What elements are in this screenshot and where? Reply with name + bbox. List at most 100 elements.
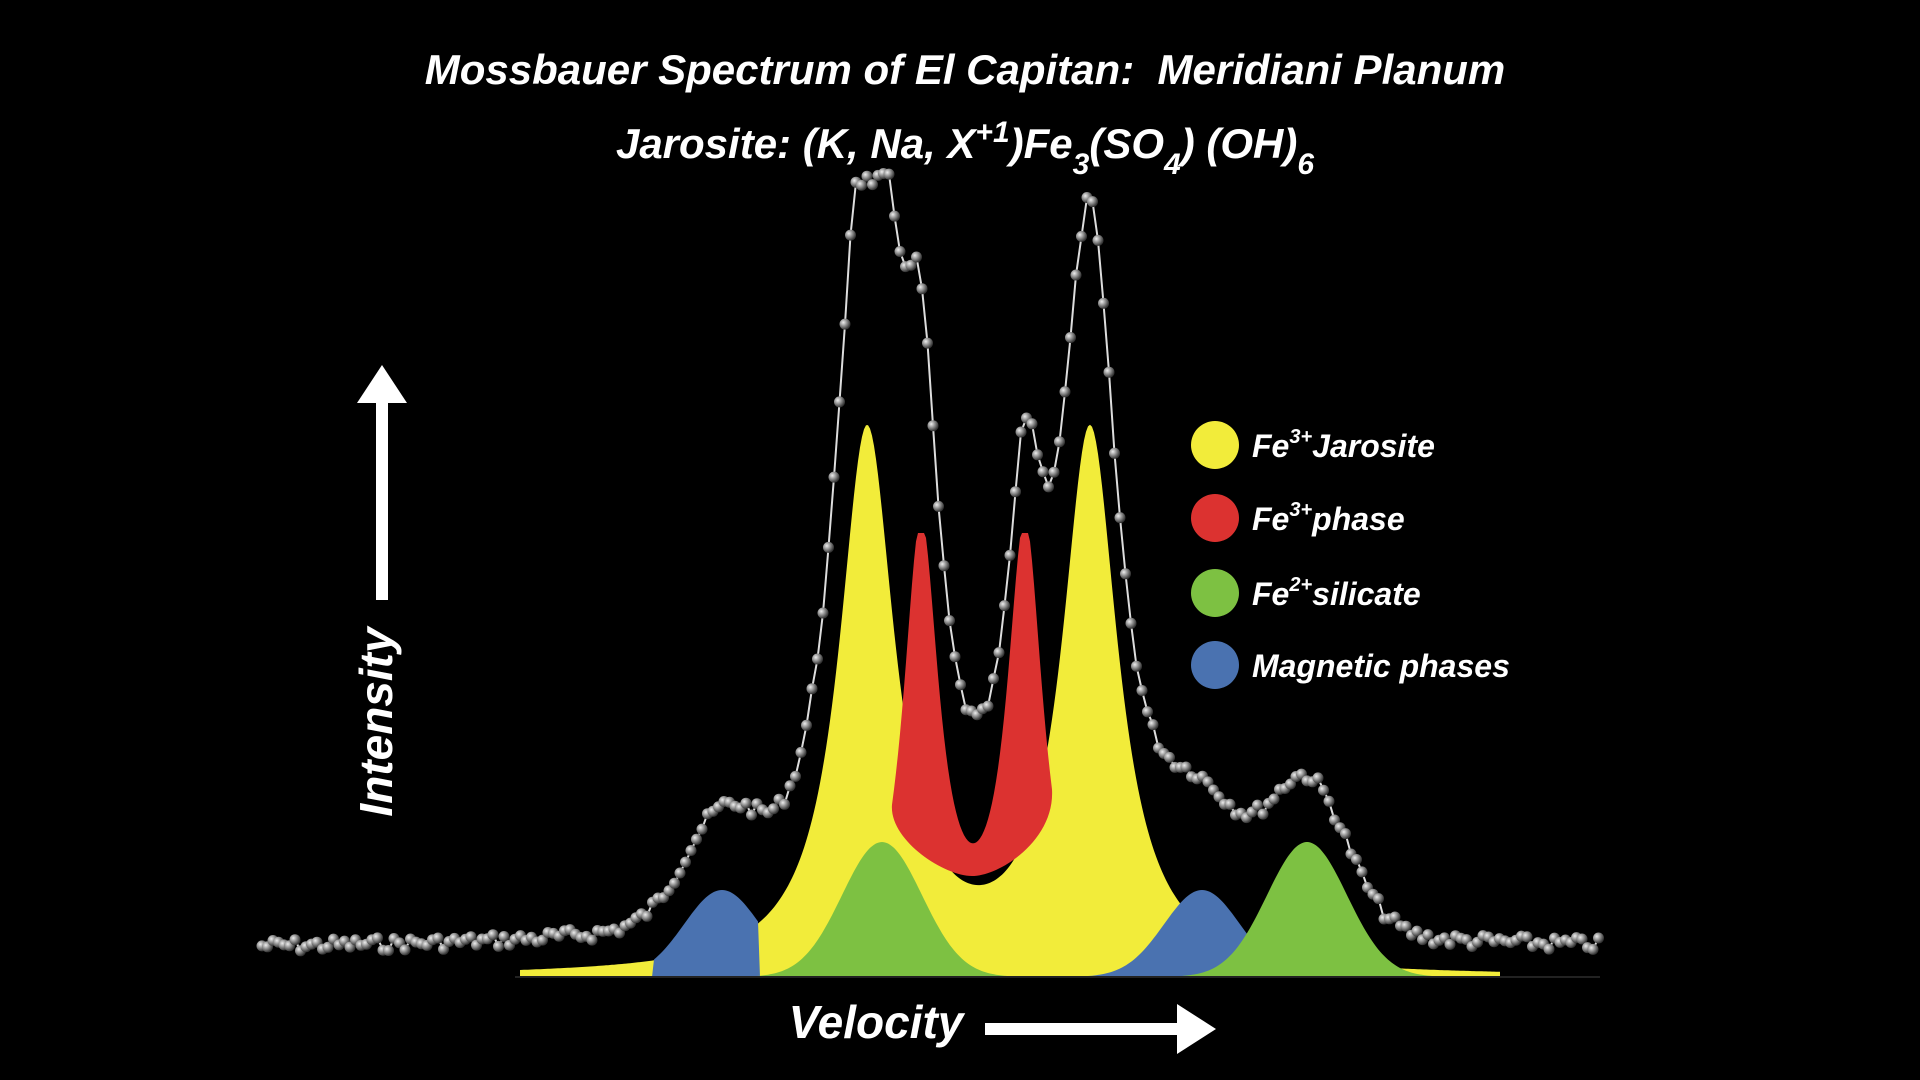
spectrum-dot [817,607,829,619]
spectrum-dot [1422,929,1434,941]
spectrum-dot [487,929,499,941]
spectrum-dot [916,283,928,295]
legend-swatch [1191,421,1239,469]
legend-base: Fe [1252,576,1289,612]
spectrum-dot [1026,418,1038,430]
spectrum-dot [537,934,548,946]
spectrum-dot [982,700,994,712]
spectrum-dot [1224,798,1236,810]
legend-label: Fe2+silicate [1252,574,1421,612]
spectrum-dot [894,246,906,257]
spectrum-dot [1593,932,1604,944]
spectrum-dot [1103,366,1115,378]
legend-swatch [1191,641,1239,689]
x-axis-label: Velocity [789,996,966,1048]
legend-text: silicate [1312,576,1421,612]
spectrum-dot [1411,925,1423,937]
spectrum-dot [1125,617,1137,629]
spectrum-dot [432,932,444,944]
legend-sup: 2+ [1288,574,1312,596]
spectrum-dot [746,809,757,821]
spectrum-dot [680,856,691,868]
spectrum-dot [1389,911,1401,923]
spectrum-dot [1092,234,1104,246]
y-axis-label: Intensity [350,625,402,817]
spectrum-dot [856,179,867,191]
spectrum-dot [493,940,504,952]
formula-sub: 6 [1297,148,1314,181]
spectrum-dot [674,867,686,879]
spectrum-dot [938,560,950,572]
spectrum-dot [1257,808,1269,820]
legend-swatch [1191,494,1239,542]
legend-base: Fe [1252,501,1289,537]
spectrum-dot [889,210,900,222]
spectrum-dot [944,615,955,627]
spectrum-dot [905,259,917,271]
spectrum-dot [1444,938,1456,950]
spectrum-dot [1521,931,1533,943]
legend: Fe3+JarositeFe3+phaseFe2+silicateMagneti… [1191,421,1510,689]
spectrum-dot [1373,893,1384,905]
spectrum-dot [1070,269,1082,281]
legend-label: Fe3+Jarosite [1252,426,1435,464]
spectrum-dot [669,877,680,889]
spectrum-dot [806,683,818,695]
spectrum-dot [922,337,933,349]
spectrum-dot [1543,943,1555,955]
y-arrow-head [357,365,407,403]
legend-label: Magnetic phases [1252,648,1510,684]
peaks [515,424,1600,978]
legend-sup: 3+ [1289,499,1312,521]
formula-text: ) (OH) [1177,120,1298,167]
legend-text: Jarosite [1312,428,1435,464]
spectrum-dot [322,941,334,953]
legend-swatch [1191,569,1239,617]
spectrum-dot [1015,426,1027,438]
spectrum-dot [988,673,999,685]
legend-text: phase [1311,501,1404,537]
spectrum-dot [828,471,840,483]
spectrum-dot [1312,772,1324,784]
spectrum-dot [1120,568,1131,580]
spectrum-dot [867,179,878,191]
spectrum-dot [955,679,966,691]
spectrum-dot [861,170,873,182]
spectrum-dot [1147,719,1159,731]
spectrum-dot [1059,386,1071,398]
spectrum-dot [1323,795,1335,807]
spectrum-dot [801,719,812,731]
spectrum-dot [1400,920,1412,932]
formula-text: )Fe [1006,120,1073,167]
red-component [891,533,1053,876]
spectrum [256,168,1604,957]
spectrum-dot [740,797,752,809]
spectrum-dot [1037,466,1049,478]
spectrum-dot [696,823,708,835]
spectrum-dot [1356,866,1368,878]
spectrum-dot [438,943,449,955]
spectrum-dot [1010,486,1021,498]
chart-subtitle: Jarosite: (K, Na, X+1)Fe3(SO4) (OH)6 [616,116,1314,181]
spectrum-dot [586,934,598,946]
spectrum-dot [498,931,510,942]
blue-component [560,890,1320,977]
spectrum-dot [1136,685,1148,696]
formula-sup: +1 [975,116,1009,149]
spectrum-dot [1180,761,1192,773]
spectrum-dot [1576,933,1588,945]
formula-sub: 4 [1163,148,1181,181]
yellow-component [520,424,1500,977]
spectrum-dot [795,746,807,758]
spectrum-dot [1252,799,1263,811]
spectrum-dot [1043,481,1054,493]
legend-text: Magnetic phases [1252,648,1510,684]
spectrum-dot [790,770,801,782]
spectrum-dot [691,833,702,845]
spectrum-dot [465,931,477,943]
spectrum-dot [1098,297,1109,309]
legend-label: Fe3+phase [1252,499,1405,537]
chart-title: Mossbauer Spectrum of El Capitan: Meridi… [425,46,1506,93]
spectrum-dot [1340,828,1351,840]
spectrum-dot [1164,751,1175,763]
